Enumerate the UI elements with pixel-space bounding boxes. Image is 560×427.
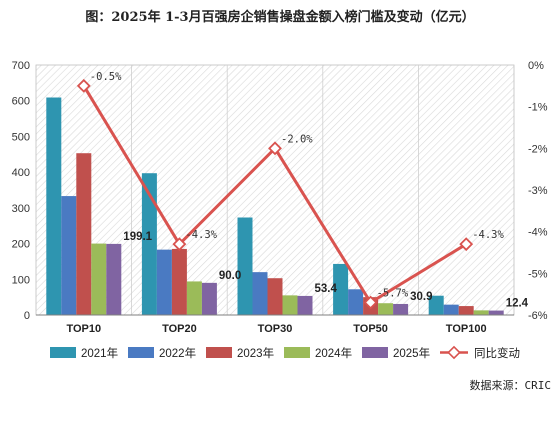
legend-swatch xyxy=(206,347,232,358)
bar-data-label: 199.1 xyxy=(123,231,152,243)
y-left-tick-label: 100 xyxy=(12,274,30,286)
yoy-point xyxy=(172,237,187,252)
legend-swatch xyxy=(362,347,388,358)
bar xyxy=(201,282,217,315)
y-axis-right: 0% -1% -2% -3% -4% -5% -6% xyxy=(528,60,548,322)
bar xyxy=(297,295,313,315)
yoy-point-label: -4.3% xyxy=(185,229,217,241)
source-note: 数据来源：CRIC xyxy=(470,378,552,392)
x-tick-label: TOP100 xyxy=(446,323,487,335)
bar xyxy=(443,304,459,315)
yoy-point xyxy=(363,295,378,310)
y-left-tick-label: 500 xyxy=(12,131,30,143)
x-tick-label: TOP20 xyxy=(162,323,197,335)
bar xyxy=(91,243,107,315)
bar xyxy=(252,272,268,315)
legend-swatch xyxy=(284,347,310,358)
chart-title: 图：2025年 1-3月百强房企销售操盘金额入榜门槛及变动（亿元） xyxy=(85,9,474,25)
legend-label: 2025年 xyxy=(393,346,430,360)
y-left-tick-label: 600 xyxy=(12,96,30,108)
legend-label: 2024年 xyxy=(315,346,352,360)
gridlines xyxy=(131,65,419,315)
y-right-tick-label: -1% xyxy=(528,102,548,114)
bar xyxy=(46,97,62,315)
bar xyxy=(61,196,77,315)
bar xyxy=(156,249,172,315)
y-right-tick-label: -4% xyxy=(528,227,548,239)
bar xyxy=(333,263,349,315)
yoy-point xyxy=(76,78,91,93)
yoy-point-label: -4.3% xyxy=(472,229,504,241)
x-axis: TOP10 TOP20 TOP30 TOP50 TOP100 xyxy=(66,323,486,335)
legend-label: 2022年 xyxy=(159,346,196,360)
y-left-tick-label: 300 xyxy=(12,203,30,215)
legend-label: 同比变动 xyxy=(474,346,520,360)
bar xyxy=(282,295,298,315)
yoy-point-label: -2.0% xyxy=(281,133,313,145)
legend-swatch xyxy=(50,347,76,358)
bar xyxy=(458,306,474,315)
y-right-tick-label: -2% xyxy=(528,143,548,155)
bar xyxy=(267,278,283,315)
y-right-tick-label: 0% xyxy=(528,60,544,72)
bar xyxy=(186,281,202,315)
bar-data-label: 90.0 xyxy=(219,270,241,282)
legend-swatch xyxy=(128,347,154,358)
bar xyxy=(237,217,253,315)
bar xyxy=(393,303,409,315)
x-tick-label: TOP10 xyxy=(66,323,101,335)
bar xyxy=(488,310,504,315)
bar-data-labels: 199.1 90.0 53.4 30.9 12.4 xyxy=(123,231,528,310)
yoy-point-label: -5.7% xyxy=(377,288,409,300)
yoy-point xyxy=(268,141,282,156)
yoy-point xyxy=(459,237,474,252)
bar-data-label: 30.9 xyxy=(410,291,432,303)
legend-line-marker xyxy=(447,345,461,360)
bars xyxy=(36,97,514,316)
bar-data-label: 12.4 xyxy=(506,298,529,310)
bar xyxy=(106,243,122,315)
x-tick-label: TOP50 xyxy=(353,323,388,335)
y-left-tick-label: 200 xyxy=(12,239,30,251)
y-right-tick-label: -5% xyxy=(528,268,548,280)
y-left-tick-label: 400 xyxy=(12,167,30,179)
bar xyxy=(171,248,187,315)
y-right-tick-label: -6% xyxy=(528,310,548,322)
bar xyxy=(378,303,394,315)
legend: 2021年 2022年 2023年 2024年 2025年 同比变动 xyxy=(50,345,520,360)
bar xyxy=(473,310,489,315)
yoy-line: -0.5% -4.3% -2.0% -5.7% -4.3% xyxy=(76,71,504,310)
bar xyxy=(348,289,364,315)
bar xyxy=(428,295,444,315)
bar xyxy=(76,153,92,315)
y-axis-left: 0 100 200 300 400 500 600 700 xyxy=(12,60,30,322)
legend-label: 2023年 xyxy=(237,346,274,360)
bar xyxy=(141,173,157,315)
y-right-tick-label: -3% xyxy=(528,185,548,197)
y-left-tick-label: 700 xyxy=(12,60,30,72)
y-left-tick-label: 0 xyxy=(24,310,30,322)
legend-label: 2021年 xyxy=(81,346,118,360)
yoy-point-label: -0.5% xyxy=(90,71,122,83)
x-tick-label: TOP30 xyxy=(258,323,293,335)
bar-data-label: 53.4 xyxy=(315,283,338,295)
